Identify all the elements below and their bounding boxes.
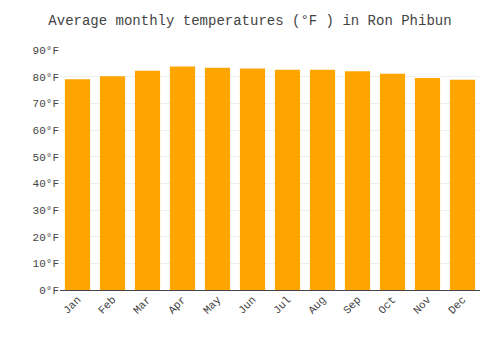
svg-text:Average monthly temperatures (: Average monthly temperatures (°F ) in Ro… [48, 13, 451, 29]
svg-text:Sep: Sep [341, 294, 363, 316]
svg-text:Feb: Feb [96, 294, 118, 316]
svg-text:Dec: Dec [446, 294, 468, 316]
svg-text:10°F: 10°F [33, 258, 59, 270]
svg-text:0°F: 0°F [39, 285, 59, 297]
svg-text:40°F: 40°F [33, 178, 59, 190]
svg-text:50°F: 50°F [33, 152, 59, 164]
svg-text:70°F: 70°F [33, 98, 59, 110]
svg-text:Jul: Jul [271, 294, 293, 316]
svg-text:30°F: 30°F [33, 205, 59, 217]
svg-text:80°F: 80°F [33, 72, 59, 84]
svg-text:60°F: 60°F [33, 125, 59, 137]
svg-text:90°F: 90°F [33, 45, 59, 57]
svg-text:Aug: Aug [306, 294, 328, 316]
svg-text:Mar: Mar [131, 294, 153, 316]
svg-text:Jan: Jan [61, 294, 83, 316]
svg-text:Jun: Jun [236, 294, 258, 316]
svg-text:20°F: 20°F [33, 232, 59, 244]
svg-text:Nov: Nov [411, 294, 434, 317]
svg-text:Apr: Apr [166, 294, 188, 316]
svg-text:Oct: Oct [376, 294, 398, 316]
svg-text:May: May [201, 294, 224, 317]
